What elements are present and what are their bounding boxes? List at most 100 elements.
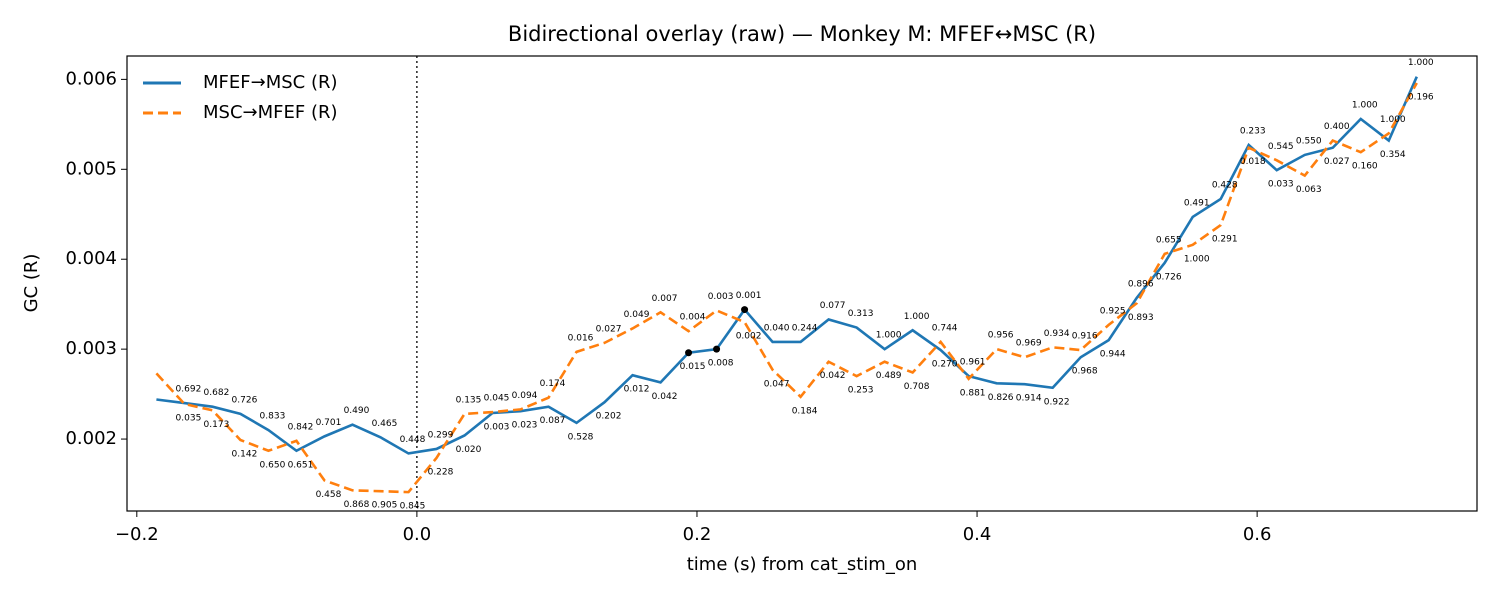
p-value-label: 0.299 [428, 430, 454, 440]
p-value-label: 0.253 [848, 386, 874, 396]
p-value-label: 0.916 [1072, 332, 1098, 342]
p-value-label: 0.291 [1212, 235, 1238, 245]
p-value-label: 0.655 [1156, 235, 1182, 245]
x-axis-label: time (s) from cat_stim_on [687, 554, 918, 575]
y-tick-label: 0.003 [65, 338, 117, 359]
p-value-label: 0.184 [792, 406, 818, 416]
p-value-label: 0.063 [1296, 185, 1322, 195]
highlight-marker [741, 306, 749, 314]
p-value-label: 0.087 [540, 416, 566, 426]
p-value-label: 1.000 [876, 331, 902, 341]
p-value-label: 0.868 [344, 500, 370, 510]
y-tick-label: 0.004 [65, 248, 117, 269]
chart-title: Bidirectional overlay (raw) — Monkey M: … [508, 22, 1096, 46]
y-tick-label: 0.005 [65, 158, 117, 179]
p-value-label: 0.003 [708, 292, 734, 302]
x-tick-label: 0.0 [403, 524, 432, 545]
p-value-label: 0.961 [960, 358, 986, 368]
p-value-label: 0.135 [456, 395, 482, 405]
p-value-label: 0.020 [456, 445, 482, 455]
p-value-label: 0.893 [1128, 313, 1154, 323]
highlight-marker [685, 349, 693, 357]
x-tick-label: 0.6 [1243, 524, 1272, 545]
p-value-label: 0.708 [904, 382, 930, 392]
p-value-label: 0.905 [372, 501, 398, 511]
p-value-label: 0.842 [288, 422, 314, 432]
series-line [156, 76, 1418, 455]
p-value-label: 0.651 [288, 460, 314, 470]
p-value-label: 0.969 [1016, 339, 1042, 349]
p-value-label: 0.040 [764, 323, 790, 333]
p-value-label: 0.002 [736, 332, 762, 342]
p-value-label: 0.914 [1016, 394, 1042, 404]
p-value-label: 1.000 [1380, 115, 1406, 125]
p-value-label: 0.033 [1268, 180, 1294, 190]
p-value-label: 0.016 [568, 333, 594, 343]
p-value-label: 0.004 [680, 313, 706, 323]
p-value-label: 0.008 [708, 359, 734, 369]
p-value-label: 0.047 [764, 379, 790, 389]
p-value-label: 1.000 [1408, 58, 1434, 68]
p-value-label: 0.726 [232, 395, 258, 405]
p-value-label: 0.018 [1240, 157, 1266, 167]
p-value-label: 0.042 [652, 392, 678, 402]
p-value-label: 0.528 [568, 432, 594, 442]
p-value-label: 0.956 [988, 331, 1014, 341]
p-value-label: 0.173 [204, 420, 230, 430]
p-value-label: 0.228 [428, 467, 454, 477]
p-value-label: 0.692 [176, 385, 202, 395]
x-tick-label: −0.2 [115, 524, 159, 545]
p-value-label: 0.077 [820, 301, 846, 311]
y-tick-label: 0.002 [65, 428, 117, 449]
p-value-label: 0.934 [1044, 329, 1070, 339]
p-value-label: 0.944 [1100, 350, 1126, 360]
legend-label: MFEF→MSC (R) [203, 72, 338, 93]
p-value-label: 0.160 [1352, 162, 1378, 172]
p-value-label: 0.027 [596, 324, 622, 334]
p-value-label: 0.490 [344, 406, 370, 416]
p-value-label: 0.244 [792, 323, 818, 333]
p-value-label: 0.094 [512, 391, 538, 401]
p-value-label: 0.491 [1184, 198, 1210, 208]
p-value-label: 0.012 [624, 385, 650, 395]
p-value-label: 0.015 [680, 362, 706, 372]
p-value-label: 0.001 [736, 291, 762, 301]
p-value-label: 0.313 [848, 309, 874, 319]
p-value-label: 0.448 [400, 435, 426, 445]
p-value-label: 0.550 [1296, 136, 1322, 146]
p-value-label: 0.042 [820, 371, 846, 381]
x-tick-label: 0.2 [683, 524, 712, 545]
p-value-label: 1.000 [1184, 254, 1210, 264]
p-value-label: 0.545 [1268, 142, 1294, 152]
p-value-label: 0.174 [540, 379, 566, 389]
p-value-label: 0.049 [624, 310, 650, 320]
p-value-label: 0.465 [372, 419, 398, 429]
p-value-label: 0.045 [484, 394, 510, 404]
p-value-label: 0.744 [932, 323, 958, 333]
p-value-label: 0.458 [316, 490, 342, 500]
p-value-label: 0.270 [932, 360, 958, 370]
p-value-label: 0.881 [960, 388, 986, 398]
p-value-label: 0.202 [596, 412, 622, 422]
p-value-label: 0.489 [876, 371, 902, 381]
p-value-label: 0.007 [652, 294, 678, 304]
p-value-label: 0.845 [400, 502, 426, 512]
p-value-label: 0.896 [1128, 279, 1154, 289]
highlight-marker [713, 345, 721, 353]
p-value-label: 0.826 [988, 393, 1014, 403]
p-value-label: 0.400 [1324, 122, 1350, 132]
p-value-label: 0.196 [1408, 92, 1434, 102]
x-tick-label: 0.4 [963, 524, 992, 545]
p-value-label: 1.000 [904, 312, 930, 322]
p-value-label: 0.233 [1240, 127, 1266, 137]
p-value-label: 0.428 [1212, 180, 1238, 190]
p-value-label: 0.968 [1072, 367, 1098, 377]
p-value-label: 0.925 [1100, 306, 1126, 316]
y-axis-label: GC (R) [21, 254, 42, 313]
p-value-label: 0.035 [176, 413, 202, 423]
p-value-label: 0.354 [1380, 150, 1406, 160]
p-value-label: 0.701 [316, 418, 342, 428]
p-value-label: 0.682 [204, 388, 230, 398]
p-value-label: 0.027 [1324, 157, 1350, 167]
